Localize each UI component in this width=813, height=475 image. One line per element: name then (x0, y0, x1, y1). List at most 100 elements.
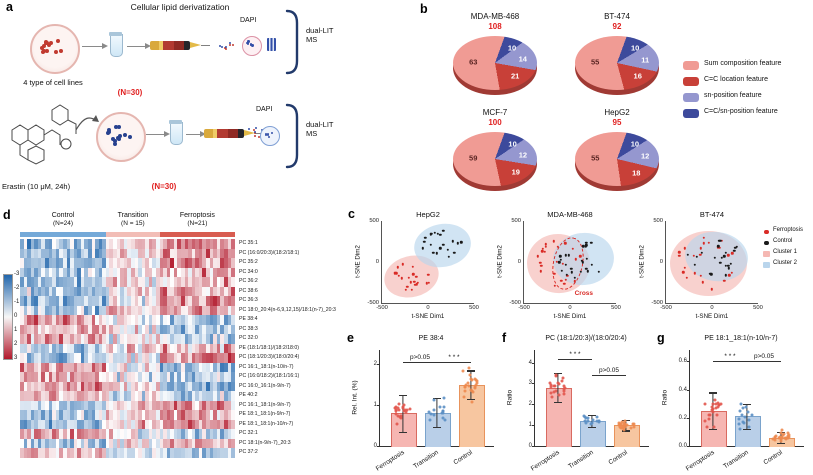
heatmap-cell (116, 362, 121, 372)
heatmap-cell (73, 296, 78, 306)
heatmap-cell (220, 353, 224, 363)
heatmap-cell (48, 381, 53, 391)
pie-slice-value: 55 (591, 57, 600, 67)
heatmap-cell (191, 391, 196, 401)
heatmap-cell (20, 267, 24, 277)
heatmap-cell (41, 353, 46, 363)
heatmap-cell (48, 258, 53, 268)
data-point (429, 412, 433, 416)
heatmap-cell (59, 277, 63, 287)
data-point (544, 243, 547, 246)
heatmap-cell (141, 286, 146, 296)
pie-slice-value: 63 (469, 57, 478, 67)
heatmap-cell (37, 419, 42, 429)
heatmap-cell (141, 248, 146, 258)
heatmap-cell (148, 353, 153, 363)
heatmap-cell (66, 267, 71, 277)
heatmap-cell (181, 286, 185, 296)
heatmap-cell (77, 448, 81, 458)
data-point (720, 239, 724, 243)
heatmap-cell (87, 438, 92, 448)
heatmap-cell (216, 400, 221, 410)
data-point (686, 253, 690, 256)
y-axis-label: t-SNE Dim2 (354, 245, 362, 278)
heatmap-cell (138, 334, 142, 344)
heatmap-cell (181, 258, 185, 268)
data-point (564, 278, 567, 281)
legend-label: Cluster 1 (773, 249, 798, 255)
heatmap-cell (123, 438, 128, 448)
heatmap-cell (184, 410, 189, 420)
heatmap-cell (191, 248, 196, 258)
heatmap-cell (198, 372, 203, 382)
data-point (400, 276, 403, 280)
heatmap-cell (37, 372, 42, 382)
data-point (466, 381, 470, 385)
pie-title: MDA-MB-468 (470, 12, 520, 21)
heatmap-cell (45, 324, 49, 334)
heatmap-cell (138, 448, 142, 458)
cell-dot (113, 125, 118, 130)
heatmap-cell (170, 258, 174, 268)
heatmap-cell (127, 334, 131, 344)
heatmap-cell (116, 400, 121, 410)
heatmap-cell (195, 248, 199, 258)
heatmap-cell (59, 400, 63, 410)
heatmap-cell (202, 381, 207, 391)
heatmap-cell (198, 315, 203, 325)
heatmap-row-label: PC 16:0_16:1(n-9/n-7) (239, 382, 291, 389)
heatmap-cell (48, 448, 53, 458)
heatmap-cell (145, 286, 149, 296)
heatmap-cell (163, 258, 167, 268)
heatmap-cell (209, 372, 214, 382)
heatmap-cell (138, 248, 142, 258)
data-point (464, 383, 468, 387)
heatmap-cell (52, 381, 56, 391)
heatmap-cell (45, 315, 49, 325)
heatmap-cell (202, 267, 207, 277)
heatmap-cell (48, 305, 53, 315)
heatmap-cell (213, 277, 217, 287)
data-point (773, 436, 777, 440)
heatmap-cell (206, 438, 210, 448)
data-point (438, 405, 442, 409)
heatmap-cell (155, 277, 160, 287)
heatmap-cell (109, 296, 114, 306)
heatmap-cell (155, 296, 160, 306)
error-bar-cap (777, 443, 785, 445)
heatmap-cell (138, 372, 142, 382)
heatmap-cell (191, 410, 196, 420)
heatmap-cell (59, 381, 63, 391)
data-point (714, 402, 718, 406)
heatmap-cell (113, 267, 117, 277)
heatmap-cell (62, 438, 67, 448)
heatmap-cell (184, 258, 189, 268)
heatmap-cell (148, 267, 153, 277)
y-tick-label: 0 (659, 259, 663, 265)
heatmap-cell (206, 429, 210, 439)
data-point (700, 251, 704, 254)
tsne-legend-item: Cluster 2 (763, 260, 813, 270)
heatmap-cell (184, 438, 189, 448)
heatmap-cell (45, 362, 49, 372)
heatmap-cell (191, 296, 196, 306)
heatmap-cell (148, 324, 153, 334)
heatmap-cell (138, 277, 142, 287)
petri-dish-cell-lines (30, 24, 80, 74)
heatmap-cell (148, 277, 153, 287)
heatmap-cell (191, 438, 196, 448)
heatmap-cell (127, 448, 131, 458)
panel-c-tsne-plots: c HepG2 -500 0 500 -500 0 500 t-SNE Dim2 t-SNE D… (345, 205, 813, 333)
heatmap-cell (134, 258, 139, 268)
heatmap-cell (52, 391, 56, 401)
brace-icon (285, 9, 299, 75)
data-point (780, 428, 784, 432)
data-point (552, 390, 556, 394)
heatmap-cell (145, 419, 149, 429)
heatmap-cell (80, 324, 85, 334)
heatmap-cell (98, 305, 103, 315)
heatmap-cell (30, 419, 35, 429)
heatmap-row (20, 324, 235, 334)
heatmap-cell (109, 419, 114, 429)
heatmap-cell (202, 353, 207, 363)
